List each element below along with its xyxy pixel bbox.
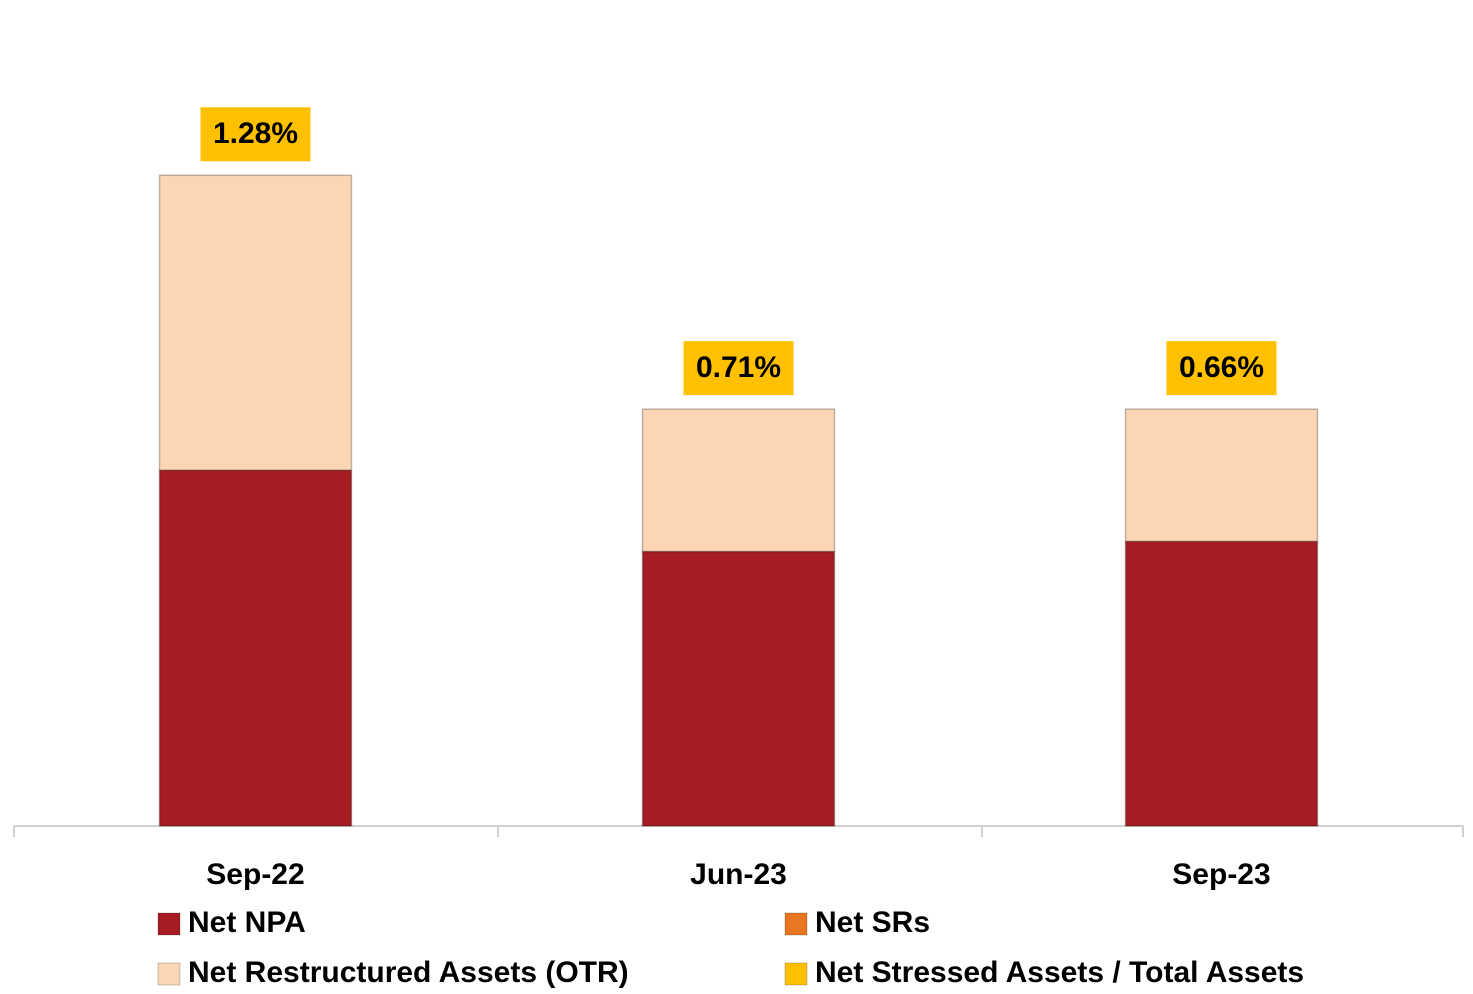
legend-swatch (157, 962, 181, 986)
bar-segment (158, 174, 353, 471)
legend-label: Net SRs (815, 906, 930, 939)
total-label-box (200, 107, 311, 162)
legend-label: Net Restructured Assets (OTR) (188, 956, 629, 989)
bar-segment (1124, 540, 1319, 827)
total-label: 0.66% (1179, 351, 1264, 384)
bar-segment (641, 550, 836, 827)
x-tick-label: Sep-22 (206, 858, 304, 891)
legend-swatch (784, 962, 808, 986)
x-tick-label: Sep-23 (1172, 858, 1270, 891)
total-label-box (1166, 341, 1277, 396)
total-label: 1.28% (213, 117, 298, 150)
total-label-box (683, 341, 794, 396)
bar-segment (1124, 408, 1319, 543)
legend-label: Net NPA (188, 906, 306, 939)
bar-segment (641, 408, 836, 553)
legend-label: Net Stressed Assets / Total Assets (815, 956, 1304, 989)
total-label: 0.71% (696, 351, 781, 384)
x-tick-label: Jun-23 (690, 858, 787, 891)
legend-swatch (784, 912, 808, 936)
legend-swatch (157, 912, 181, 936)
bar-segment (158, 469, 353, 827)
